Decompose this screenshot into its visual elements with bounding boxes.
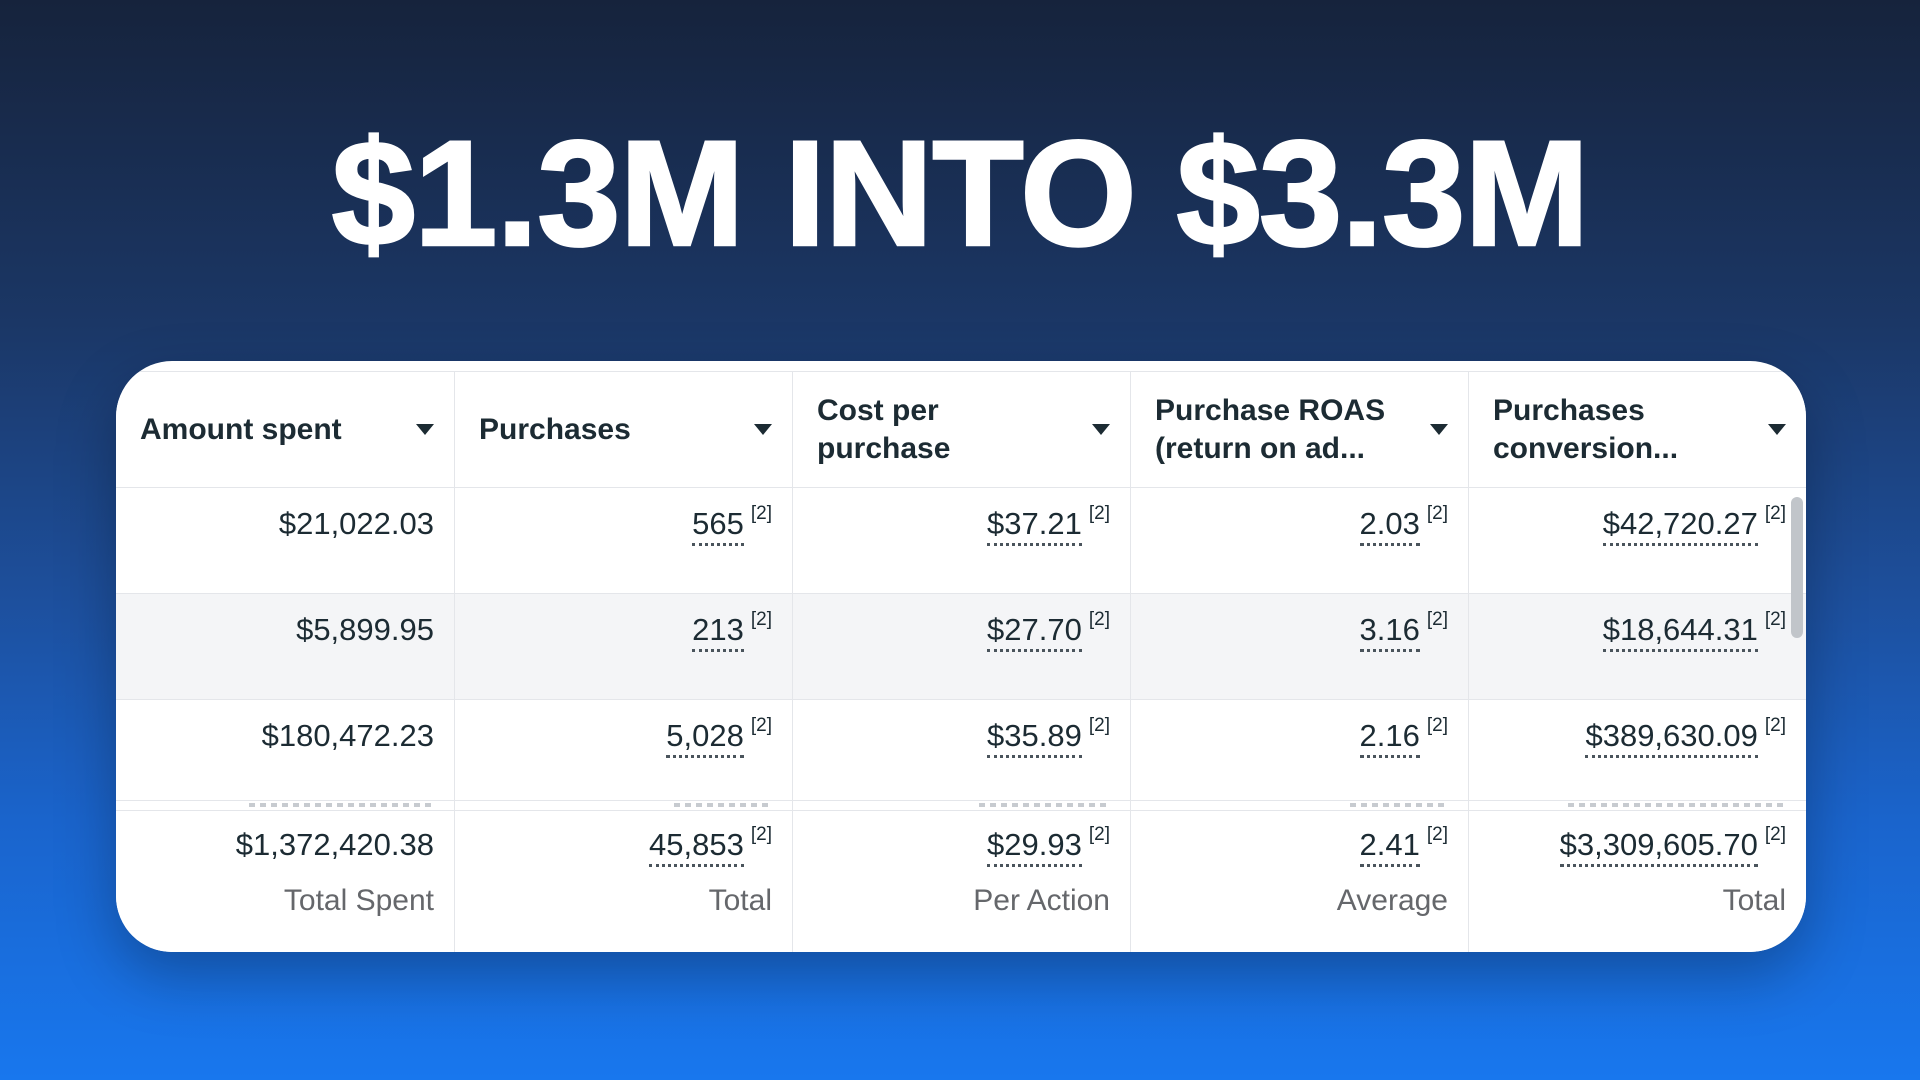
purchase-roas-cell: 2.16 [2] [1130, 700, 1468, 801]
total-value: $1,372,420.38 [235, 827, 434, 862]
column-dropdown-caret-icon[interactable] [1430, 424, 1448, 435]
total-purchases-cell: 45,853 [2] Total [454, 811, 792, 952]
purchases-conversion-cell: $42,720.27 [2] [1468, 488, 1806, 594]
column-dropdown-caret-icon[interactable] [416, 424, 434, 435]
cell-value: $21,022.03 [278, 506, 434, 541]
clipped-text-fragment [674, 803, 772, 807]
clipped-text-fragment [979, 803, 1110, 807]
total-value-tooltip[interactable]: $29.93 [987, 827, 1082, 867]
total-amount-spent-cell: $1,372,420.38 Total Spent [116, 811, 454, 952]
ads-table-card: Amount spent Purchases Cost per purchase… [116, 361, 1806, 952]
column-header-cost-per-purchase[interactable]: Cost per purchase [792, 372, 1130, 488]
column-header-label: Purchase ROAS (return on ad... [1155, 394, 1386, 465]
total-purchases-conversion-cell: $3,309,605.70 [2] Total [1468, 811, 1806, 952]
footnote-marker: [2] [1088, 503, 1110, 524]
footnote-marker: [2] [1426, 824, 1448, 845]
clipped-text-fragment [1568, 803, 1786, 807]
total-label: Total [1722, 884, 1786, 918]
cell-value-tooltip[interactable]: $35.89 [987, 718, 1082, 758]
footnote-marker: [2] [1764, 503, 1786, 524]
total-value-tooltip[interactable]: $3,309,605.70 [1559, 827, 1758, 867]
cost-per-purchase-cell: $35.89 [2] [792, 700, 1130, 801]
footnote-marker: [2] [1764, 824, 1786, 845]
cost-per-purchase-cell: $37.21 [2] [792, 488, 1130, 594]
footnote-marker: [2] [1088, 824, 1110, 845]
clipped-row-cell [792, 801, 1130, 811]
footnote-marker: [2] [1426, 715, 1448, 736]
cell-value-tooltip[interactable]: 2.16 [1359, 718, 1420, 758]
column-header-label: Cost per purchase [817, 394, 951, 465]
cell-value-tooltip[interactable]: 565 [692, 506, 744, 546]
cell-value-tooltip[interactable]: 213 [692, 612, 744, 652]
amount-spent-cell: $5,899.95 [116, 594, 454, 700]
total-label: Per Action [973, 884, 1110, 918]
cell-value-tooltip[interactable]: 2.03 [1359, 506, 1420, 546]
clipped-row-cell [454, 801, 792, 811]
amount-spent-cell: $180,472.23 [116, 700, 454, 801]
purchases-conversion-cell: $18,644.31 [2] [1468, 594, 1806, 700]
cell-value-tooltip[interactable]: $42,720.27 [1602, 506, 1758, 546]
footnote-marker: [2] [1426, 609, 1448, 630]
clipped-text-fragment [1350, 803, 1448, 807]
footnote-marker: [2] [1088, 609, 1110, 630]
column-header-purchase-roas[interactable]: Purchase ROAS (return on ad... [1130, 372, 1468, 488]
footnote-marker: [2] [750, 503, 772, 524]
total-cost-per-purchase-cell: $29.93 [2] Per Action [792, 811, 1130, 952]
cell-value-tooltip[interactable]: $18,644.31 [1602, 612, 1758, 652]
total-label: Average [1336, 884, 1448, 918]
footnote-marker: [2] [1426, 503, 1448, 524]
column-header-purchases-conversion[interactable]: Purchases conversion... [1468, 372, 1806, 488]
cell-value-tooltip[interactable]: 3.16 [1359, 612, 1420, 652]
cell-value: $5,899.95 [296, 612, 434, 647]
column-header-label: Purchases [479, 412, 631, 446]
footnote-marker: [2] [750, 609, 772, 630]
total-label: Total Spent [283, 884, 434, 918]
cell-value: $180,472.23 [261, 718, 434, 753]
column-header-label: Purchases conversion... [1493, 394, 1679, 465]
column-header-amount-spent[interactable]: Amount spent [116, 372, 454, 488]
footnote-marker: [2] [750, 715, 772, 736]
purchase-roas-cell: 2.03 [2] [1130, 488, 1468, 594]
scrollbar-thumb[interactable] [1791, 497, 1803, 638]
column-dropdown-caret-icon[interactable] [754, 424, 772, 435]
clipped-row-cell [116, 801, 454, 811]
purchases-cell: 213 [2] [454, 594, 792, 700]
cell-value-tooltip[interactable]: $27.70 [987, 612, 1082, 652]
clipped-row-cell [1468, 801, 1806, 811]
column-header-label: Amount spent [140, 412, 342, 446]
cost-per-purchase-cell: $27.70 [2] [792, 594, 1130, 700]
ads-metrics-table: Amount spent Purchases Cost per purchase… [116, 371, 1806, 952]
column-dropdown-caret-icon[interactable] [1092, 424, 1110, 435]
footnote-marker: [2] [1764, 715, 1786, 736]
cell-value-tooltip[interactable]: $389,630.09 [1585, 718, 1758, 758]
total-purchase-roas-cell: 2.41 [2] Average [1130, 811, 1468, 952]
total-value-tooltip[interactable]: 45,853 [649, 827, 744, 867]
clipped-text-fragment [249, 803, 434, 807]
cell-value-tooltip[interactable]: $37.21 [987, 506, 1082, 546]
column-header-purchases[interactable]: Purchases [454, 372, 792, 488]
purchase-roas-cell: 3.16 [2] [1130, 594, 1468, 700]
page-title: $1.3M INTO $3.3M [330, 109, 1590, 277]
column-dropdown-caret-icon[interactable] [1768, 424, 1786, 435]
amount-spent-cell: $21,022.03 [116, 488, 454, 594]
total-value-tooltip[interactable]: 2.41 [1359, 827, 1420, 867]
purchases-conversion-cell: $389,630.09 [2] [1468, 700, 1806, 801]
footnote-marker: [2] [750, 824, 772, 845]
purchases-cell: 565 [2] [454, 488, 792, 594]
purchases-cell: 5,028 [2] [454, 700, 792, 801]
footnote-marker: [2] [1764, 609, 1786, 630]
clipped-row-cell [1130, 801, 1468, 811]
total-label: Total [708, 884, 772, 918]
footnote-marker: [2] [1088, 715, 1110, 736]
cell-value-tooltip[interactable]: 5,028 [666, 718, 744, 758]
